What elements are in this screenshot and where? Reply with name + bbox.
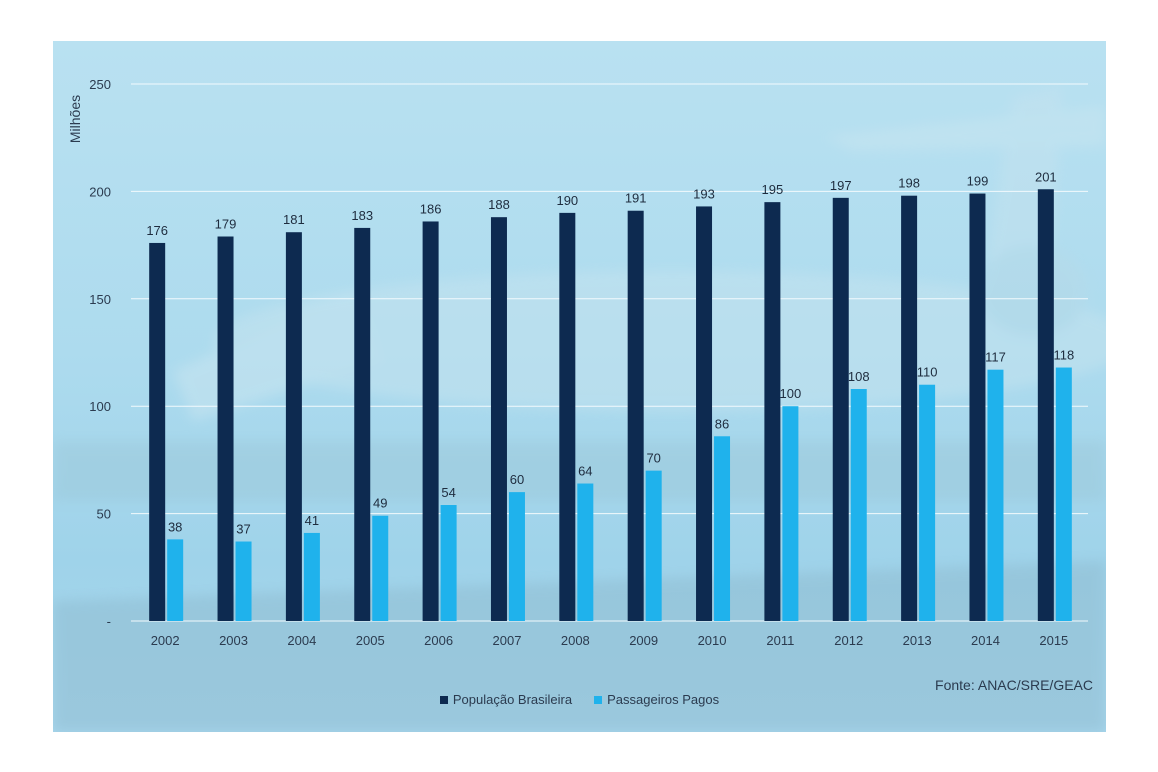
x-tick-label: 2003 [219, 633, 248, 648]
bar-passageiros-2007 [508, 492, 525, 621]
bar-populacao-2007 [490, 217, 507, 621]
x-tick-label: 2008 [561, 633, 590, 648]
bar-passageiros-2013 [919, 384, 936, 621]
legend-label: População Brasileira [452, 692, 573, 707]
x-tick-label: 2005 [356, 633, 385, 648]
legend: População Brasileira Passageiros Pagos [53, 692, 1106, 707]
data-label: 49 [373, 496, 387, 511]
x-tick-label: 2014 [971, 633, 1000, 648]
bar-populacao-2011 [764, 202, 781, 621]
bar-passageiros-2009 [645, 470, 662, 621]
chart-panel: -50 100 150 200 250 Milhões 176 38 179 37 181 41 1… [53, 41, 1106, 732]
y-axis: - 50 100 150 200 250 [89, 77, 111, 629]
bar-populacao-2015 [1037, 189, 1054, 621]
x-tick-label: 2010 [698, 633, 727, 648]
bar-passageiros-2011 [782, 406, 799, 621]
x-tick-label: 2011 [766, 633, 794, 648]
bar-passageiros-2006 [440, 505, 457, 621]
bars: 176 38 179 37 181 41 183 49 186 54 188 60 190 64 191 70… [146, 169, 1074, 622]
x-tick-label: 2013 [903, 633, 932, 648]
data-label: 117 [985, 350, 1006, 365]
data-label: 198 [898, 176, 920, 191]
legend-item-passageiros: Passageiros Pagos [594, 692, 719, 707]
x-tick-label: 2002 [151, 633, 180, 648]
data-label: 176 [146, 223, 168, 238]
data-label: 201 [1035, 169, 1057, 184]
data-label: 86 [715, 416, 729, 431]
y-tick-label: - [107, 614, 111, 629]
data-label: 54 [441, 485, 455, 500]
x-tick-label: 2004 [287, 633, 316, 648]
data-label: 188 [488, 197, 510, 212]
bar-passageiros-2008 [577, 483, 594, 621]
x-tick-label: 2006 [424, 633, 453, 648]
bar-populacao-2013 [901, 195, 918, 622]
y-tick-label: 50 [97, 507, 111, 522]
data-label: 190 [556, 193, 578, 208]
y-tick-label: 150 [89, 292, 111, 307]
x-axis: 2002 2003 2004 2005 2006 2007 2008 2009 2010 2011… [151, 633, 1069, 648]
data-label: 181 [283, 212, 305, 227]
legend-item-populacao: População Brasileira [439, 692, 573, 707]
y-axis-label: Milhões [67, 95, 83, 143]
legend-swatch [439, 695, 448, 704]
source-note: Fonte: ANAC/SRE/GEAC [935, 677, 1093, 693]
legend-label: Passageiros Pagos [607, 692, 720, 707]
legend-swatch [594, 695, 603, 704]
bar-populacao-2010 [696, 206, 713, 621]
bar-passageiros-2002 [167, 539, 184, 621]
data-label: 108 [848, 369, 870, 384]
data-label: 183 [351, 208, 373, 223]
bar-passageiros-2010 [714, 436, 731, 621]
bar-passageiros-2015 [1055, 367, 1072, 621]
bar-populacao-2006 [422, 221, 439, 622]
data-label: 110 [917, 365, 938, 380]
data-label: 195 [762, 182, 784, 197]
x-tick-label: 2012 [834, 633, 863, 648]
bar-populacao-2004 [285, 232, 302, 621]
bar-populacao-2012 [832, 197, 849, 621]
data-label: 179 [215, 217, 237, 232]
data-label: 197 [830, 178, 852, 193]
x-tick-label: 2007 [493, 633, 522, 648]
data-label: 38 [168, 519, 182, 534]
data-label: 186 [420, 201, 442, 216]
x-tick-label: 2015 [1039, 633, 1068, 648]
bar-passageiros-2014 [987, 369, 1004, 621]
data-label: 100 [780, 386, 802, 401]
bar-populacao-2002 [149, 242, 166, 621]
data-label: 60 [510, 472, 524, 487]
x-tick-label: 2009 [629, 633, 658, 648]
data-label: 193 [693, 186, 715, 201]
bar-populacao-2008 [559, 212, 576, 621]
y-tick-label: 250 [89, 77, 111, 92]
data-label: 37 [236, 522, 250, 537]
y-tick-label: 200 [89, 184, 111, 199]
bar-populacao-2005 [354, 227, 371, 621]
data-label: 41 [305, 513, 319, 528]
data-label: 118 [1053, 348, 1074, 363]
y-tick-label: 100 [89, 399, 111, 414]
data-label: 191 [625, 191, 647, 206]
data-label: 64 [578, 464, 592, 479]
data-label: 70 [646, 451, 660, 466]
bar-passageiros-2005 [372, 515, 389, 621]
bar-passageiros-2004 [303, 532, 320, 621]
bar-passageiros-2003 [235, 541, 252, 621]
bar-populacao-2014 [969, 193, 986, 621]
bar-passageiros-2012 [850, 389, 867, 621]
bar-populacao-2003 [217, 236, 234, 621]
data-label: 199 [967, 174, 989, 189]
bar-populacao-2009 [627, 210, 644, 621]
